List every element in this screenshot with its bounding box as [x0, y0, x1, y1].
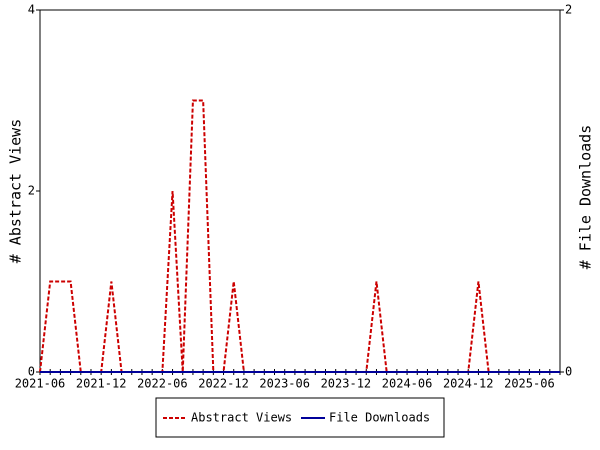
series-line	[39, 99, 560, 373]
legend-label: File Downloads	[329, 411, 430, 425]
x-tick-label: 2021-12	[76, 377, 127, 391]
y-axis-title: # Abstract Views	[7, 119, 25, 264]
y2-tick-label: 0	[565, 365, 572, 379]
x-tick-label: 2023-12	[321, 377, 372, 391]
x-tick-label: 2023-06	[259, 377, 310, 391]
x-tick-label: 2024-06	[382, 377, 433, 391]
y2-axis-title: # File Downloads	[577, 125, 595, 270]
legend	[155, 397, 445, 438]
y-tick-label: 2	[28, 184, 35, 198]
x-tick-label: 2021-06	[15, 377, 66, 391]
x-tick-label: 2025-06	[504, 377, 555, 391]
y2-tick-label: 2	[565, 3, 572, 17]
y-tick-label: 0	[28, 365, 35, 379]
x-tick-label: 2022-12	[198, 377, 249, 391]
legend-label: Abstract Views	[191, 411, 292, 425]
x-tick-label: 2022-06	[137, 377, 188, 391]
y-tick-label: 4	[28, 3, 35, 17]
x-tick-label: 2024-12	[443, 377, 494, 391]
